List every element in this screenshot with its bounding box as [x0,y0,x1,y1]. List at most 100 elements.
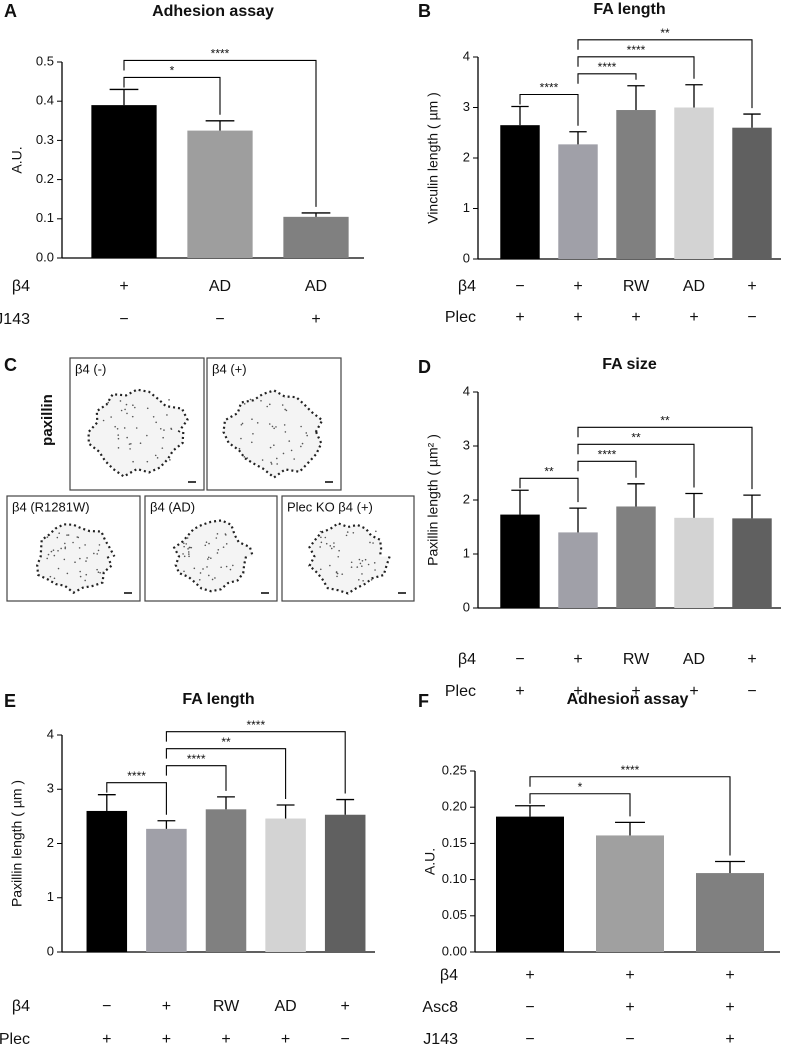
condition-value: + [573,278,582,295]
adhesion-speck [78,547,81,549]
adhesion-speck [283,424,286,426]
bar [732,127,772,259]
adhesion-speck [251,441,253,444]
adhesion-speck [79,575,82,578]
adhesion-speck [58,532,60,535]
bar [91,105,157,259]
adhesion-speck [183,545,185,548]
adhesion-speck [182,553,184,555]
error-bar [276,804,295,819]
adhesion-speck [60,547,62,550]
adhesion-speck [364,558,367,561]
significance-bracket [123,59,317,207]
adhesion-speck [64,546,67,549]
adhesion-speck [46,536,49,538]
y-tick-label: 4 [47,726,54,741]
y-tick-label: 0.1 [36,210,54,225]
adhesion-speck [372,542,374,544]
condition-value: + [162,1031,171,1048]
condition-name: β4 [12,278,30,295]
adhesion-speck [117,437,120,440]
adhesion-speck [64,542,66,545]
adhesion-speck [337,555,340,558]
condition-value: − [215,311,224,328]
adhesion-speck [74,561,76,564]
stain-label: paxillin [39,394,56,446]
condition-value: + [573,651,582,668]
y-axis-label: A.U. [9,146,25,173]
y-tick-label: 0.25 [442,762,467,777]
adhesion-speck [47,553,50,556]
adhesion-speck [85,573,88,576]
error-bar [569,131,587,145]
y-axis-label: A.U. [422,848,438,875]
adhesion-speck [97,549,100,552]
panel-letter: F [418,691,429,711]
bar [86,810,128,952]
adhesion-speck [124,408,126,411]
error-bar [685,492,703,518]
bar [616,506,656,608]
y-tick-label: 0.2 [36,171,54,186]
adhesion-speck [333,545,335,548]
condition-value: + [573,683,582,700]
adhesion-speck [249,398,252,401]
adhesion-speck [352,532,355,534]
adhesion-speck [67,534,70,536]
adhesion-speck [367,563,370,566]
adhesion-speck [288,440,291,442]
adhesion-speck [216,552,219,554]
significance-bracket [529,793,631,817]
adhesion-speck [156,457,159,459]
adhesion-speck [123,427,126,429]
significance-bracket [519,477,579,503]
adhesion-speck [358,558,361,561]
condition-value: RW [213,998,240,1015]
y-tick-label: 0.20 [442,799,467,814]
significance-bracket [165,748,287,799]
significance-label: **** [187,752,206,766]
adhesion-speck [146,407,149,410]
error-bar [615,821,645,836]
adhesion-speck [243,403,246,405]
condition-value: AD [274,998,296,1015]
adhesion-speck [168,399,170,401]
cell-outline [308,522,391,595]
adhesion-speck [369,541,371,544]
adhesion-speck [252,433,254,435]
error-bar [627,85,645,111]
error-bar [217,796,235,810]
adhesion-speck [329,564,331,567]
adhesion-speck [358,579,360,581]
panel-letter: A [4,1,17,21]
significance-label: ** [660,413,670,427]
condition-value: + [102,1031,111,1048]
adhesion-speck [57,549,59,552]
significance-label: ** [221,735,231,749]
adhesion-speck [232,564,234,567]
condition-value: + [525,967,534,984]
condition-value: + [119,278,128,295]
y-tick-label: 1 [47,889,54,904]
condition-value: − [515,278,524,295]
adhesion-speck [217,548,220,551]
bar [558,532,598,608]
significance-label: **** [598,447,617,461]
error-bar [336,798,355,815]
adhesion-speck [215,537,218,539]
condition-value: + [689,683,698,700]
condition-value: + [341,998,350,1015]
condition-name: Plec [445,309,476,326]
adhesion-speck [276,457,278,460]
adhesion-speck [216,533,219,535]
adhesion-speck [126,436,128,439]
adhesion-speck [66,572,69,575]
significance-label: **** [621,763,640,777]
adhesion-speck [300,445,302,448]
adhesion-speck [116,427,119,430]
adhesion-speck [356,566,359,568]
adhesion-speck [98,544,101,546]
adhesion-speck [66,534,68,536]
adhesion-speck [305,432,308,434]
condition-value: + [515,309,524,326]
